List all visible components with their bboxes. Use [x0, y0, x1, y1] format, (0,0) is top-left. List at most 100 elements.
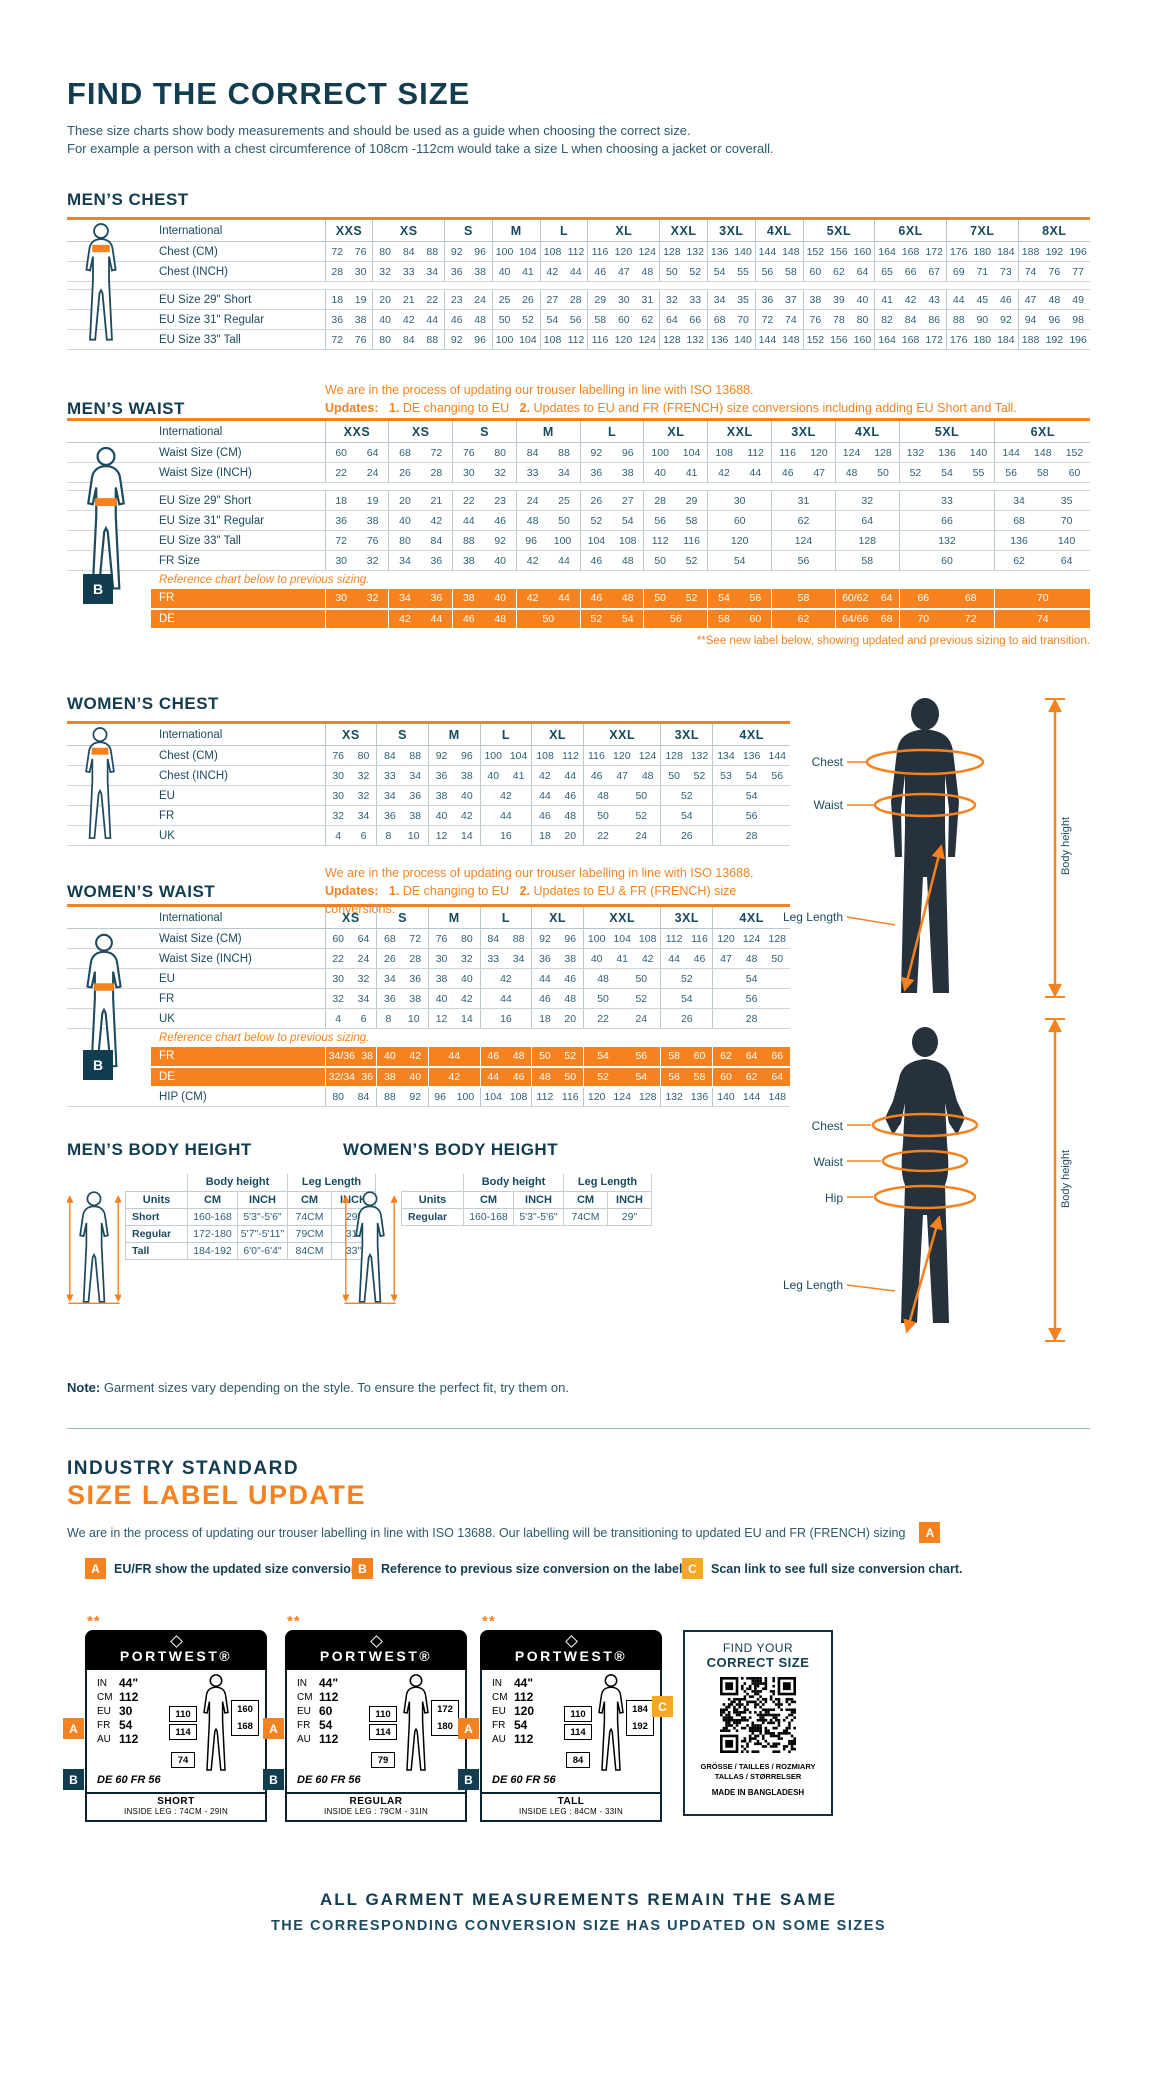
legend-item-c: C Scan link to see full size conversion …	[682, 1558, 962, 1579]
height-measure-box: 172 180	[431, 1700, 459, 1736]
stars-marker: **	[482, 1613, 496, 1630]
female-leg-length-label: Leg Length	[782, 1278, 843, 1292]
garment-labels-row: ** PORTWEST® IN 44" CM 112 EU 30 FR 54 AU 112	[63, 1600, 1090, 1850]
table-row: Tall 184-192 6'0"-6'4" 84CM 33"	[125, 1241, 376, 1260]
womens-body-height-figure-icon	[343, 1191, 397, 1304]
reference-badge-b: B	[83, 574, 113, 604]
brand-name: PORTWEST®	[514, 1647, 628, 1664]
male-leg-length-label: Leg Length	[782, 910, 843, 924]
womens-waist-notice: We are in the process of updating our tr…	[325, 866, 754, 916]
stars-marker: **	[287, 1613, 301, 1630]
label-footer: SHORT INSIDE LEG : 74CM - 29IN	[87, 1792, 265, 1820]
badge-a: A	[63, 1718, 84, 1739]
section-womens-body-height: WOMEN’S BODY HEIGHT Body height Leg Leng…	[343, 1140, 652, 1304]
size-fields: IN 44" CM 112 EU 30 FR 54 AU 112	[97, 1676, 139, 1746]
waist-measure-box: 114	[564, 1724, 592, 1740]
mens-waist-heading: MEN’S WAIST	[67, 399, 185, 418]
previous-size-text: DE 60 FR 56	[97, 1774, 161, 1786]
waist-band	[94, 983, 114, 991]
mens-waist-figure-icon	[87, 446, 125, 590]
male-body-height-label: Body height	[1060, 816, 1073, 876]
womens-waist-heading: WOMEN’S WAIST	[67, 882, 216, 901]
womens-waist-figure-icon	[86, 933, 122, 1068]
label-header: PORTWEST®	[85, 1630, 267, 1670]
garment-label-regular: ** PORTWEST® IN 44" CM 112 EU 60 FR 54 AU 112	[263, 1613, 467, 1822]
waist-band	[95, 498, 117, 507]
mens-waist-footnote: **See new label below, showing updated a…	[696, 634, 1090, 647]
mens-body-height-table: Body height Leg Length Units CM INCH CM …	[125, 1174, 376, 1260]
womens-body-height-table: Body height Leg Length Units CM INCH CM …	[401, 1174, 652, 1226]
table-row: Short 160-168 5'3"-5'6" 74CM 29"	[125, 1207, 376, 1226]
badge-a: A	[263, 1718, 284, 1739]
female-waist-label: Waist	[813, 1155, 843, 1169]
chest-band	[91, 747, 109, 755]
garment-label-short: ** PORTWEST® IN 44" CM 112 EU 30 FR 54 AU 112	[63, 1613, 267, 1822]
womens-body-height-heading: WOMEN’S BODY HEIGHT	[343, 1140, 559, 1159]
waist-measure-box: 110	[369, 1706, 397, 1722]
female-figure-photo	[846, 1018, 1065, 1342]
previous-size-text: DE 60 FR 56	[297, 1774, 361, 1786]
leg-measure-box: 84	[566, 1752, 590, 1768]
section-mens-body-height: MEN’S BODY HEIGHT Body height Leg Length…	[67, 1140, 376, 1304]
measurement-figures-panel: Chest Waist Leg Length Body height Chest…	[755, 695, 1095, 1355]
mens-chest-figure-icon	[85, 223, 117, 341]
section-mens-waist: We are in the process of updating our tr…	[67, 383, 1091, 647]
brand-name: PORTWEST®	[119, 1647, 233, 1664]
label-body: IN 44" CM 112 EU 120 FR 54 AU 112 110 114 184…	[458, 1670, 662, 1822]
badge-c: C	[652, 1696, 673, 1717]
stars-marker: **	[87, 1613, 101, 1630]
mens-waist-table: International XXS XS S M L XL XXL 3XL 4XL 5XL 6XL Wa…	[67, 418, 1091, 630]
qr-code-icon	[720, 1677, 796, 1753]
waist-measure-box: 114	[169, 1724, 197, 1740]
portwest-diamond-icon	[369, 1634, 383, 1648]
previous-size-text: DE 60 FR 56	[492, 1774, 556, 1786]
section-womens-chest: WOMEN’S CHEST International XS S M L XL XXL 3XL…	[67, 694, 791, 846]
badge-c: C	[682, 1558, 703, 1579]
label-figure-diagram: 110 114 160 168 74	[169, 1674, 261, 1782]
section-womens-waist: We are in the process of updating our tr…	[67, 864, 791, 1107]
womens-chest-table: International XS S M L XL XXL 3XL 4XL Chest (CM) 7…	[67, 721, 791, 846]
portwest-diamond-icon	[564, 1634, 578, 1648]
chest-band	[92, 244, 110, 253]
female-chest-label: Chest	[811, 1119, 843, 1133]
legend-item-b: B Reference to previous size conversion …	[352, 1558, 686, 1579]
badge-b: B	[63, 1769, 84, 1790]
womens-chest-figure-icon	[85, 727, 115, 839]
footer-statement-1: ALL GARMENT MEASUREMENTS REMAIN THE SAME	[320, 1890, 837, 1909]
waist-measure-box: 110	[564, 1706, 592, 1722]
footer-statement-2: THE CORRESPONDING CONVERSION SIZE HAS UP…	[270, 1918, 887, 1934]
mens-chest-table: International XXS XS S M L XL XXL 3XL 4XL 5XL 6XL 7X…	[67, 217, 1090, 350]
badge-a: A	[85, 1558, 106, 1579]
label-header: PORTWEST®	[285, 1630, 467, 1670]
page-title: FIND THE CORRECT SIZE	[67, 76, 471, 111]
legend-row: A EU/FR show the updated size conversion…	[67, 1558, 1090, 1582]
male-figure-photo	[846, 698, 1065, 998]
mens-waist-notice: We are in the process of updating our tr…	[325, 383, 1017, 415]
leg-measure-box: 74	[171, 1752, 195, 1768]
height-measure-box: 184 192	[626, 1700, 654, 1736]
section-divider	[67, 1428, 1090, 1429]
size-fields: IN 44" CM 112 EU 60 FR 54 AU 112	[297, 1676, 339, 1746]
male-chest-label: Chest	[811, 755, 843, 769]
male-waist-label: Waist	[813, 798, 843, 812]
table-row: Regular 160-168 5'3"-5'6" 74CM 29"	[401, 1207, 652, 1226]
height-measure-box: 160 168	[231, 1700, 259, 1736]
garment-note: Note: Garment sizes vary depending on th…	[67, 1380, 569, 1395]
female-body-height-label: Body height	[1060, 1149, 1073, 1209]
label-header: PORTWEST®	[480, 1630, 662, 1670]
intro-text: These size charts show body measurements…	[67, 123, 774, 156]
female-hip-label: Hip	[824, 1191, 843, 1205]
label-update-intro: We are in the process of updating our tr…	[67, 1522, 1070, 1543]
label-footer: REGULAR INSIDE LEG : 79CM - 31IN	[287, 1792, 465, 1820]
badge-a: A	[458, 1718, 479, 1739]
size-fields: IN 44" CM 112 EU 120 FR 54 AU 112	[492, 1676, 535, 1746]
portwest-diamond-icon	[169, 1634, 183, 1648]
table-row: Regular 172-180 5'7"-5'11" 79CM 31"	[125, 1224, 376, 1243]
section-mens-chest: MEN’S CHEST International XXS XS S M L XL XXL 3X…	[67, 190, 1090, 350]
leg-measure-box: 79	[371, 1752, 395, 1768]
waist-measure-box: 114	[369, 1724, 397, 1740]
label-body: IN 44" CM 112 EU 60 FR 54 AU 112 110 114 172 …	[263, 1670, 467, 1822]
womens-chest-heading: WOMEN’S CHEST	[67, 694, 219, 713]
mens-body-height-heading: MEN’S BODY HEIGHT	[67, 1140, 252, 1159]
label-footer: TALL INSIDE LEG : 84CM - 33IN	[482, 1792, 660, 1820]
